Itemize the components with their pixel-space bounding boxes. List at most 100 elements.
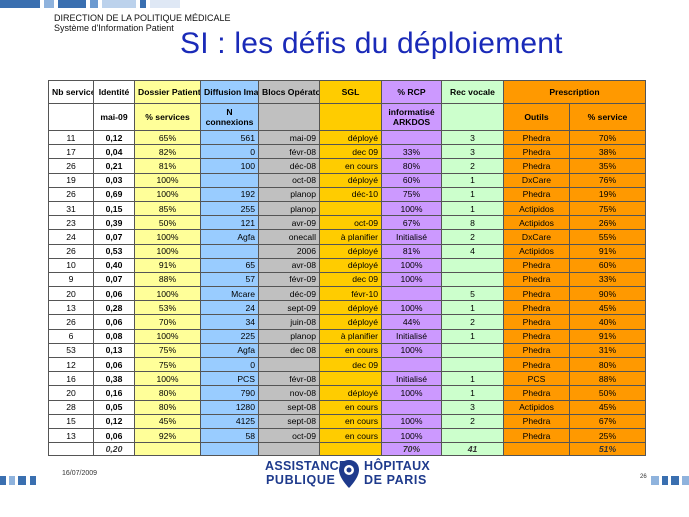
cell-blocs-operatoires bbox=[258, 356, 320, 373]
cell-blocs-operatoires: févr-08 bbox=[258, 371, 320, 387]
totals-row: 0,20 70% 41 51% bbox=[48, 442, 646, 457]
cell-rec-vocale: 1 bbox=[441, 186, 504, 202]
cell-blocs-operatoires: sept-08 bbox=[258, 413, 320, 429]
cell-identite: 0,40 bbox=[93, 257, 135, 273]
cell-prescription-outils: Phedra bbox=[503, 356, 570, 373]
cell-sgl: en cours bbox=[319, 399, 382, 415]
cell-prescription-outils: DxCare bbox=[503, 172, 570, 188]
cell-identite: 0,06 bbox=[93, 286, 135, 302]
cell-identite: 0,05 bbox=[93, 399, 135, 415]
cell-prescription-pct: 55% bbox=[569, 229, 646, 245]
cell-sgl: en cours bbox=[319, 427, 382, 444]
cell-dossier-patient: 45% bbox=[134, 413, 201, 429]
cell-diffusion-images: Mcare bbox=[200, 286, 259, 302]
cell-prescription-pct: 70% bbox=[569, 129, 646, 146]
cell-rec-vocale: 2 bbox=[441, 158, 504, 174]
cell-nb-services: 53 bbox=[48, 342, 94, 359]
cell-prescription-pct: 45% bbox=[569, 399, 646, 415]
col-header-nb-services: Nb services bbox=[48, 80, 94, 104]
aphp-emblem-icon bbox=[339, 460, 359, 488]
cell-diffusion-images: 225 bbox=[200, 328, 259, 344]
department-name: DIRECTION DE LA POLITIQUE MÉDICALE bbox=[54, 13, 231, 23]
cell-diffusion-images bbox=[200, 243, 259, 259]
cell-rcp: 60% bbox=[381, 172, 442, 188]
cell-sgl: en cours bbox=[319, 158, 382, 174]
col-header-identite: Identité bbox=[93, 80, 135, 104]
cell-blocs-operatoires: sept-09 bbox=[258, 300, 320, 316]
table-row: 24 0,07 100% Agfa onecall à planifier Initiali… bbox=[48, 229, 646, 245]
cell-identite: 0,69 bbox=[93, 186, 135, 202]
cell-blocs-operatoires: juin-08 bbox=[258, 314, 320, 330]
total-cell-prescription-pct: 51% bbox=[569, 442, 646, 457]
cell-dossier-patient: 50% bbox=[134, 215, 201, 231]
cell-prescription-outils: Phedra bbox=[503, 385, 570, 401]
cell-blocs-operatoires: onecall bbox=[258, 229, 320, 245]
total-cell-prescription-outils bbox=[503, 442, 570, 457]
cell-nb-services: 28 bbox=[48, 399, 94, 415]
cell-prescription-outils: Phedra bbox=[503, 314, 570, 330]
cell-diffusion-images: Agfa bbox=[200, 342, 259, 359]
cell-rec-vocale: 1 bbox=[441, 328, 504, 344]
cell-prescription-outils: Phedra bbox=[503, 328, 570, 344]
cell-nb-services: 20 bbox=[48, 385, 94, 401]
cell-dossier-patient: 75% bbox=[134, 342, 201, 359]
cell-rcp: 67% bbox=[381, 215, 442, 231]
cell-sgl: déployé bbox=[319, 243, 382, 259]
table-row: 31 0,15 85% 255 planop 100% 1 Actipidos 75% bbox=[48, 200, 646, 217]
cell-blocs-operatoires: planop bbox=[258, 186, 320, 202]
cell-prescription-outils: Phedra bbox=[503, 158, 570, 174]
cell-dossier-patient: 82% bbox=[134, 144, 201, 160]
cell-nb-services: 20 bbox=[48, 286, 94, 302]
subheader-rcp: informatisé ARKDOS bbox=[381, 103, 442, 131]
cell-blocs-operatoires: avr-08 bbox=[258, 257, 320, 273]
cell-rcp: 44% bbox=[381, 314, 442, 330]
cell-prescription-outils: Phedra bbox=[503, 427, 570, 444]
cell-rcp: 100% bbox=[381, 300, 442, 316]
cell-diffusion-images: 1280 bbox=[200, 399, 259, 415]
cell-blocs-operatoires: oct-08 bbox=[258, 172, 320, 188]
cell-identite: 0,03 bbox=[93, 172, 135, 188]
total-cell-rec-vocale: 41 bbox=[441, 442, 504, 457]
slide-title: SI : les défis du déploiement bbox=[180, 27, 563, 60]
cell-sgl: déployé bbox=[319, 172, 382, 188]
cell-rcp: 75% bbox=[381, 186, 442, 202]
cell-nb-services: 23 bbox=[48, 215, 94, 231]
cell-blocs-operatoires: 2006 bbox=[258, 243, 320, 259]
cell-rec-vocale: 8 bbox=[441, 215, 504, 231]
cell-blocs-operatoires: mai-09 bbox=[258, 129, 320, 146]
cell-rcp: 80% bbox=[381, 158, 442, 174]
total-cell-identite: 0,20 bbox=[93, 442, 135, 457]
cell-identite: 0,21 bbox=[93, 158, 135, 174]
cell-prescription-outils: PCS bbox=[503, 371, 570, 387]
cell-identite: 0,28 bbox=[93, 300, 135, 316]
cell-identite: 0,07 bbox=[93, 229, 135, 245]
cell-rec-vocale bbox=[441, 356, 504, 373]
cell-dossier-patient: 70% bbox=[134, 314, 201, 330]
cell-diffusion-images: Agfa bbox=[200, 229, 259, 245]
cell-diffusion-images bbox=[200, 172, 259, 188]
cell-dossier-patient: 88% bbox=[134, 271, 201, 288]
logo-text-publique: PUBLIQUE bbox=[266, 473, 336, 487]
cell-diffusion-images: 100 bbox=[200, 158, 259, 174]
cell-prescription-outils: Phedra bbox=[503, 129, 570, 146]
cell-blocs-operatoires: dec 08 bbox=[258, 342, 320, 359]
cell-sgl: déc-10 bbox=[319, 186, 382, 202]
cell-nb-services: 26 bbox=[48, 158, 94, 174]
cell-rcp: 100% bbox=[381, 200, 442, 217]
table-row: 6 0,08 100% 225 planop à planifier Initialisé 1… bbox=[48, 328, 646, 344]
cell-blocs-operatoires: planop bbox=[258, 200, 320, 217]
cell-nb-services: 15 bbox=[48, 413, 94, 429]
cell-prescription-outils: Phedra bbox=[503, 300, 570, 316]
footer-date: 16/07/2009 bbox=[62, 470, 98, 477]
cell-blocs-operatoires: déc-09 bbox=[258, 286, 320, 302]
cell-identite: 0,16 bbox=[93, 385, 135, 401]
cell-identite: 0,53 bbox=[93, 243, 135, 259]
cell-prescription-outils: Phedra bbox=[503, 342, 570, 359]
cell-sgl: à planifier bbox=[319, 229, 382, 245]
table-row: 13 0,06 92% 58 oct-09 en cours 100% Phedra 25% bbox=[48, 427, 646, 444]
cell-rcp bbox=[381, 286, 442, 302]
cell-nb-services: 26 bbox=[48, 186, 94, 202]
cell-rcp bbox=[381, 399, 442, 415]
top-decor-bars bbox=[0, 0, 689, 10]
cell-blocs-operatoires: nov-08 bbox=[258, 385, 320, 401]
